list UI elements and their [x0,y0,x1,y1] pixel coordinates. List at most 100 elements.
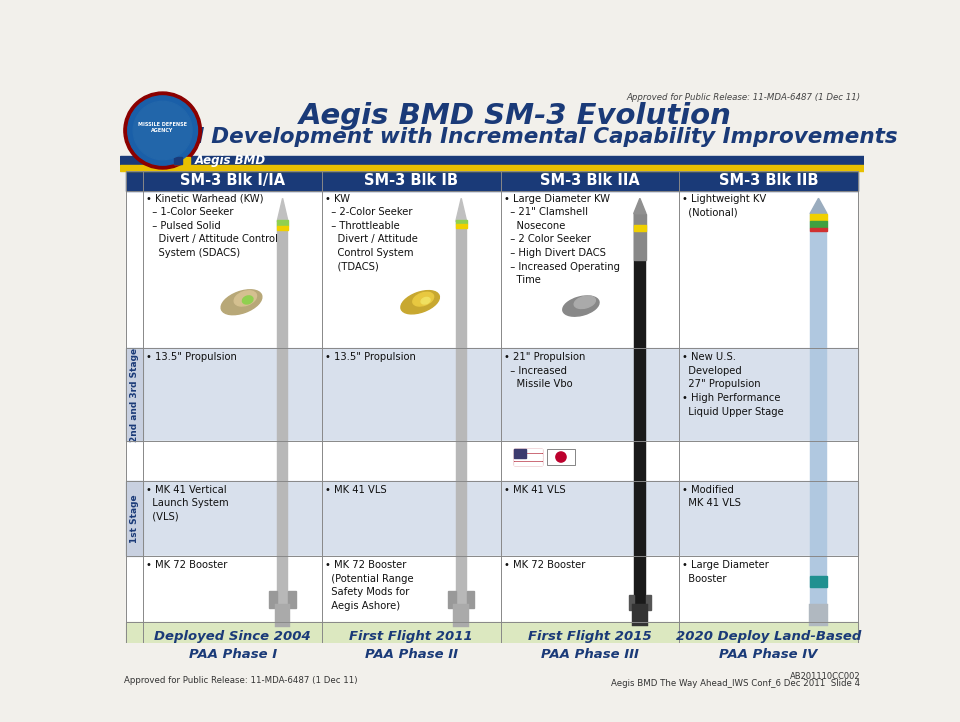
Bar [126,557,858,622]
Text: Approved for Public Release: 11-MDA-6487 (1 Dec 11): Approved for Public Release: 11-MDA-6487… [626,93,860,102]
Text: AB201110CC002: AB201110CC002 [789,672,860,681]
Bar [634,214,646,618]
Text: • KW
  – 2-Color Seeker
  – Throttleable
    Divert / Attitude
    Control Syste: • KW – 2-Color Seeker – Throttleable Div… [325,193,418,271]
Text: First Flight 2011
PAA Phase II: First Flight 2011 PAA Phase II [349,630,473,661]
Bar [126,481,143,557]
Bar [467,591,474,608]
Text: 1st Stage: 1st Stage [131,495,139,543]
Bar [175,157,182,165]
Bar [126,349,143,441]
Bar [277,226,288,230]
Bar [810,214,827,222]
Bar [456,222,467,618]
Circle shape [128,96,198,165]
Bar [126,191,858,349]
Bar [126,349,858,441]
Ellipse shape [243,296,253,304]
Bar [456,220,467,224]
Bar [288,591,296,608]
Bar [120,156,864,165]
Bar [277,222,288,618]
Bar [126,481,858,557]
Text: • MK 41 VLS: • MK 41 VLS [325,484,387,495]
Bar [120,672,864,689]
Text: Spiral Development with Incremental Capability Improvements: Spiral Development with Incremental Capa… [132,126,898,147]
Bar [515,448,526,458]
Ellipse shape [563,296,599,316]
Circle shape [133,101,192,160]
Text: SM-3 Blk I/IA: SM-3 Blk I/IA [180,173,285,188]
Bar [515,456,542,458]
Bar [126,622,858,669]
Text: • 13.5" Propulsion: • 13.5" Propulsion [146,352,237,362]
Ellipse shape [401,291,440,314]
Bar [277,220,288,226]
Bar [456,224,467,228]
Text: • Kinetic Warhead (KW)
  – 1-Color Seeker
  – Pulsed Solid
    Divert / Attitude: • Kinetic Warhead (KW) – 1-Color Seeker … [146,193,278,258]
Ellipse shape [234,291,256,306]
Bar [453,604,469,627]
Bar [634,225,646,231]
Text: First Flight 2015
PAA Phase III: First Flight 2015 PAA Phase III [528,630,652,661]
Polygon shape [277,199,288,222]
Text: Aegis BMD SM-3 Evolution: Aegis BMD SM-3 Evolution [299,102,732,130]
Bar [120,165,864,170]
Text: 2nd and 3rd Stage: 2nd and 3rd Stage [131,347,139,442]
Bar [515,464,542,466]
Text: Deployed Since 2004
PAA Phase I: Deployed Since 2004 PAA Phase I [155,630,311,661]
Bar [632,604,648,626]
Bar [646,595,651,610]
Text: • MK 72 Booster
  (Potential Range
  Safety Mods for
  Aegis Ashore): • MK 72 Booster (Potential Range Safety … [325,560,414,611]
Bar [126,171,858,191]
Polygon shape [634,199,646,214]
Text: • Large Diameter KW
  – 21" Clamshell
    Nosecone
  – 2 Color Seeker
  – High D: • Large Diameter KW – 21" Clamshell Nose… [504,193,619,285]
Bar [629,595,634,610]
Text: • MK 41 Vertical
  Launch System
  (VLS): • MK 41 Vertical Launch System (VLS) [146,484,229,522]
Bar [810,214,827,618]
Bar [515,448,542,450]
Circle shape [124,92,202,169]
Bar [275,604,290,627]
Ellipse shape [221,290,262,315]
Ellipse shape [413,292,434,306]
Text: Aegis BMD: Aegis BMD [194,154,266,167]
Bar [547,448,575,466]
Bar [515,459,542,460]
Ellipse shape [421,297,430,304]
Text: SM-3 Blk IIA: SM-3 Blk IIA [540,173,639,188]
Polygon shape [456,199,467,222]
Text: Approved for Public Release: 11-MDA-6487 (1 Dec 11): Approved for Public Release: 11-MDA-6487… [124,676,357,684]
Text: • Large Diameter
  Booster: • Large Diameter Booster [683,560,769,584]
Bar [810,227,827,231]
Bar [809,604,828,626]
Text: • Modified
  MK 41 VLS: • Modified MK 41 VLS [683,484,741,508]
Bar [810,222,827,227]
Text: • 13.5" Propulsion: • 13.5" Propulsion [325,352,416,362]
Text: • MK 72 Booster: • MK 72 Booster [504,560,585,570]
Text: • 21" Propulsion
  – Increased
    Missile Vbo: • 21" Propulsion – Increased Missile Vbo [504,352,585,389]
Bar [515,461,542,463]
Text: SM-3 Blk IIB: SM-3 Blk IIB [719,173,818,188]
Bar [810,575,827,587]
Text: Aegis BMD The Way Ahead_IWS Conf_6 Dec 2011  Slide 4: Aegis BMD The Way Ahead_IWS Conf_6 Dec 2… [611,679,860,688]
Text: 2020 Deploy Land-Based
PAA Phase IV: 2020 Deploy Land-Based PAA Phase IV [676,630,861,661]
Bar [448,591,456,608]
Text: • Lightweight KV
  (Notional): • Lightweight KV (Notional) [683,193,766,217]
Bar [515,448,542,466]
Text: • New U.S.
  Developed
  27" Propulsion
• High Performance
  Liquid Upper Stage: • New U.S. Developed 27" Propulsion • Hi… [683,352,784,417]
Polygon shape [810,199,827,214]
Bar [515,453,542,455]
Text: AGENCY: AGENCY [152,128,174,133]
Bar [175,157,190,165]
Bar [126,441,858,481]
Bar [547,448,575,466]
Text: SM-3 Blk IB: SM-3 Blk IB [364,173,458,188]
Bar [634,214,646,260]
Text: MISSILE DEFENSE: MISSILE DEFENSE [138,122,187,127]
Text: • MK 72 Booster: • MK 72 Booster [146,560,228,570]
Bar [515,451,542,453]
Text: • MK 41 VLS: • MK 41 VLS [504,484,565,495]
Ellipse shape [574,296,595,308]
Bar [270,591,277,608]
Circle shape [556,452,566,462]
